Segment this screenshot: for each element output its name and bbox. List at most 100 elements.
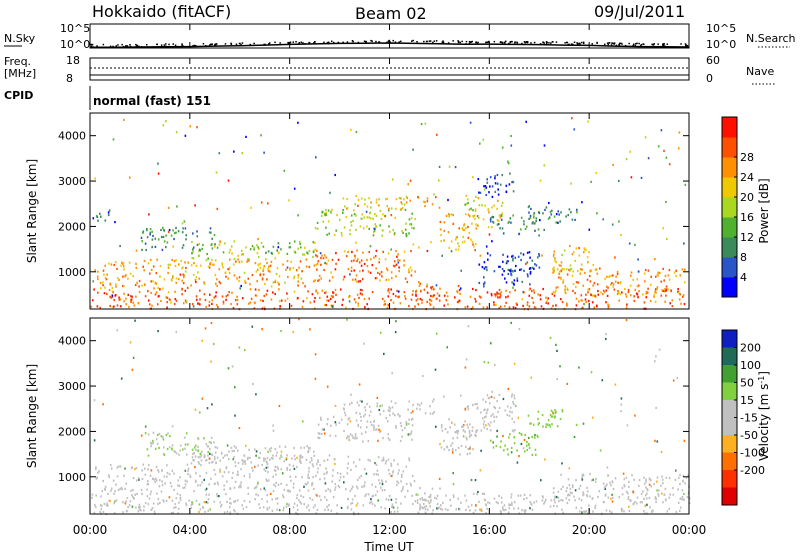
range-cell xyxy=(255,393,257,396)
range-cell xyxy=(167,263,170,266)
range-cell xyxy=(245,444,247,447)
range-cell xyxy=(114,500,116,503)
range-cell xyxy=(466,438,468,441)
range-cell xyxy=(439,287,441,290)
range-cell xyxy=(411,293,414,296)
range-cell xyxy=(555,304,557,307)
range-cell xyxy=(665,288,668,291)
range-cell xyxy=(688,502,691,505)
range-cell xyxy=(553,250,556,253)
range-cell xyxy=(219,240,221,243)
range-cell xyxy=(457,242,459,245)
range-cell xyxy=(469,452,471,455)
range-cell xyxy=(447,231,450,234)
range-cell xyxy=(423,288,426,291)
range-cell xyxy=(147,463,150,467)
range-cell xyxy=(390,271,393,274)
range-cell xyxy=(149,493,152,496)
range-cell xyxy=(611,496,614,499)
range-cell xyxy=(549,336,552,339)
range-cell xyxy=(497,193,500,196)
range-cell xyxy=(195,264,198,268)
range-cell xyxy=(312,465,315,468)
range-cell xyxy=(275,481,277,484)
range-cell xyxy=(295,269,298,272)
range-cell xyxy=(298,499,300,502)
range-cell xyxy=(557,210,559,213)
range-cell xyxy=(191,502,194,506)
range-cell xyxy=(495,415,498,418)
range-cell xyxy=(575,247,578,250)
range-cell xyxy=(393,459,395,462)
range-cell xyxy=(573,495,575,498)
range-cell xyxy=(463,228,465,232)
range-cell xyxy=(328,232,330,235)
range-cell xyxy=(644,280,646,283)
range-cell xyxy=(593,294,596,297)
range-cell xyxy=(363,484,366,487)
range-cell xyxy=(152,502,155,505)
range-cell xyxy=(312,255,314,258)
range-cell xyxy=(545,498,547,501)
range-cell xyxy=(610,274,613,277)
range-cell xyxy=(219,505,222,508)
range-cell xyxy=(544,458,546,461)
range-cell xyxy=(374,223,377,226)
range-cell xyxy=(565,497,568,500)
range-cell xyxy=(411,417,414,420)
range-cell xyxy=(361,485,363,488)
range-cell xyxy=(403,198,405,201)
range-cell xyxy=(223,511,226,514)
range-cell xyxy=(154,293,157,296)
range-cell xyxy=(347,498,349,501)
range-cell xyxy=(367,458,370,461)
range-cell xyxy=(94,269,96,272)
range-cell xyxy=(215,278,218,281)
range-cell xyxy=(274,280,276,283)
range-cell xyxy=(349,229,351,232)
range-cell xyxy=(262,245,265,248)
range-cell xyxy=(221,264,224,267)
noise-scatter xyxy=(90,39,689,48)
noise-point xyxy=(357,41,360,44)
noise-point xyxy=(628,42,630,45)
range-cell xyxy=(481,266,484,269)
range-cell xyxy=(509,433,511,436)
range-cell xyxy=(426,200,429,203)
range-cell xyxy=(589,495,591,498)
range-cell xyxy=(625,306,628,309)
range-cell xyxy=(488,233,491,236)
range-cell xyxy=(606,466,609,469)
range-cell xyxy=(432,306,435,309)
noise-point xyxy=(209,43,212,46)
range-cell xyxy=(459,453,461,456)
range-cell xyxy=(451,447,454,451)
range-cell xyxy=(460,501,462,504)
range-cell xyxy=(329,434,331,437)
range-cell xyxy=(373,231,375,234)
range-cell xyxy=(613,288,616,291)
range-cell xyxy=(158,485,161,488)
range-cell xyxy=(238,427,241,430)
range-cell xyxy=(614,383,617,386)
range-cell xyxy=(187,443,189,446)
range-cell xyxy=(374,227,376,230)
range-cell xyxy=(241,260,243,263)
range-cell xyxy=(166,447,169,451)
range-cell xyxy=(184,486,186,489)
range-cell xyxy=(129,500,132,503)
range-cell xyxy=(535,453,537,456)
range-cell xyxy=(447,198,449,202)
range-cell xyxy=(100,495,102,498)
range-cell xyxy=(550,415,553,418)
range-cell xyxy=(181,222,184,225)
range-cell xyxy=(593,306,595,309)
range-cell xyxy=(467,201,469,205)
range-cell xyxy=(134,283,137,287)
range-cell xyxy=(107,474,110,477)
range-cell xyxy=(244,281,247,284)
range-cell xyxy=(587,120,589,123)
range-cell xyxy=(469,295,472,298)
range-cell xyxy=(645,296,648,299)
range-cell xyxy=(438,506,440,509)
